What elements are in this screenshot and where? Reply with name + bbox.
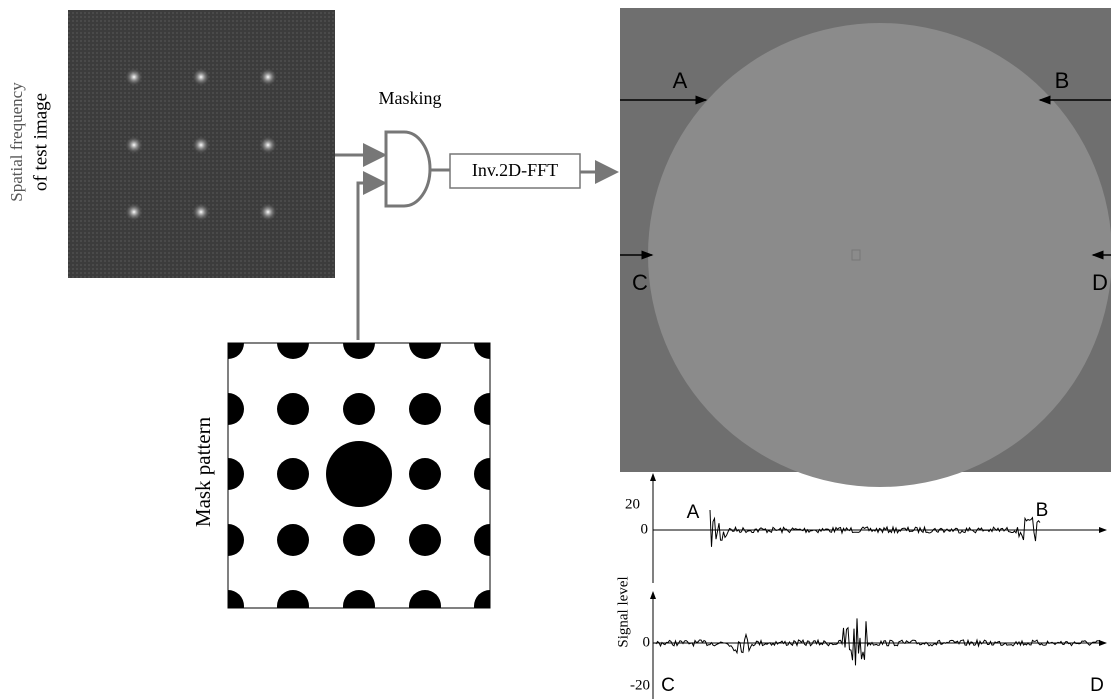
axis-label: Signal level (615, 576, 631, 647)
spectrum-spot (125, 68, 143, 86)
mask-dot (277, 524, 309, 556)
spectrum-image (68, 10, 335, 278)
marker-label: C (632, 270, 648, 295)
transform-label: Inv.2D-FFT (472, 160, 558, 180)
arrow (358, 183, 384, 340)
mask-dot (277, 458, 309, 490)
signal-trace (710, 510, 1040, 547)
mask-dot (343, 393, 375, 425)
mask-image (212, 327, 506, 622)
input-label: Spatial frequency (7, 82, 26, 202)
marker-label: A (673, 68, 688, 93)
mask-dot (326, 441, 392, 507)
figure: Spatial frequency of test image Masking … (0, 0, 1111, 699)
mask-dot (343, 524, 375, 556)
mask-dot (277, 590, 309, 622)
mask-dot (277, 393, 309, 425)
tick-label: 0 (643, 634, 651, 650)
mask-dot (409, 524, 441, 556)
trace-label: B (1036, 500, 1049, 521)
spectrum-spot (192, 68, 210, 86)
marker-label: B (1055, 68, 1070, 93)
trace-label: A (687, 502, 700, 523)
input-label: of test image (30, 93, 51, 191)
trace-label: C (661, 675, 675, 696)
spectrum-spot (192, 203, 210, 221)
spectrum-spot (259, 68, 277, 86)
spectrum-spot (125, 136, 143, 154)
mask-label: Mask pattern (191, 416, 215, 527)
mask-dot (409, 590, 441, 622)
mask-dot (409, 393, 441, 425)
output-disc (648, 23, 1111, 487)
tick-label: -20 (630, 677, 650, 693)
and-gate (386, 132, 430, 206)
signal-trace (656, 618, 1100, 665)
spectrum-spot (259, 136, 277, 154)
mask-dot (409, 458, 441, 490)
operation-label: Masking (379, 88, 442, 108)
spectrum-spot (125, 203, 143, 221)
mask-dot (343, 590, 375, 622)
tick-label: 20 (625, 496, 640, 512)
spectrum-spot (192, 136, 210, 154)
tick-label: 0 (641, 521, 649, 537)
trace-label: D (1090, 675, 1104, 696)
marker-label: D (1092, 270, 1108, 295)
spectrum-spot (259, 203, 277, 221)
